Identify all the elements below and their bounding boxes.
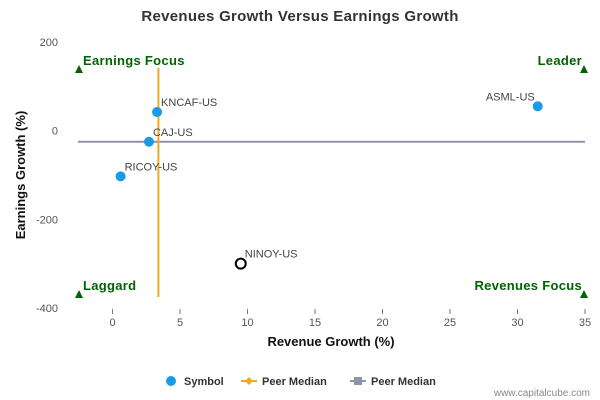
data-points: ASML-US KNCAF-US CAJ-US RICOY-US NINOY-US — [115, 91, 543, 270]
quadrant-label-top-left: Earnings Focus — [83, 53, 185, 68]
x-axis-title: Revenue Growth (%) — [267, 334, 394, 349]
legend-symbol-marker — [166, 376, 176, 386]
data-point-label: ASML-US — [486, 91, 535, 103]
quadrant-marker-bottom-right — [580, 290, 588, 298]
legend-label: Peer Median — [371, 376, 436, 388]
data-point — [152, 107, 163, 118]
data-point — [234, 257, 247, 270]
x-tick-label: 25 — [444, 317, 456, 329]
credit-text: www.capitalcube.com — [493, 388, 590, 399]
quadrant-label-bottom-right: Revenues Focus — [474, 278, 582, 293]
legend-diamond-marker — [245, 377, 253, 385]
data-point-label: RICOY-US — [125, 161, 178, 173]
quadrant-marker-bottom-left — [75, 290, 83, 298]
quadrant-label-top-right: Leader — [538, 53, 582, 68]
data-point — [115, 171, 126, 182]
quadrant-marker-top-right — [580, 65, 588, 73]
y-axis-ticks: 200 0 -200 -400 — [36, 37, 58, 315]
x-tick-label: 35 — [579, 317, 591, 329]
data-point — [532, 101, 543, 112]
x-tick-label: 5 — [177, 317, 183, 329]
x-tick-label: 30 — [511, 317, 523, 329]
quadrant-labels: Earnings Focus Leader Laggard Revenues Focu… — [75, 53, 588, 298]
legend-label: Symbol — [184, 376, 224, 388]
y-tick-label: 0 — [52, 126, 58, 138]
legend-label: Peer Median — [262, 376, 327, 388]
y-tick-label: -400 — [36, 303, 58, 315]
peer-median-lines — [78, 68, 585, 297]
x-tick-label: 15 — [309, 317, 321, 329]
data-point-label: CAJ-US — [153, 127, 193, 139]
x-tick-label: 10 — [241, 317, 253, 329]
data-point-label: NINOY-US — [245, 249, 298, 261]
chart-title: Revenues Growth Versus Earnings Growth — [141, 8, 458, 25]
quadrant-marker-top-left — [75, 65, 83, 73]
data-point — [143, 136, 154, 147]
data-point-label: KNCAF-US — [161, 97, 217, 109]
x-tick-label: 0 — [109, 317, 115, 329]
y-tick-label: 200 — [40, 37, 58, 49]
y-axis-title: Earnings Growth (%) — [13, 111, 28, 240]
legend-square-marker — [354, 377, 362, 385]
legend: Symbol Peer Median Peer Median — [166, 376, 436, 388]
y-tick-label: -200 — [36, 214, 58, 226]
x-axis-ticks: 0 5 10 15 20 25 30 35 — [109, 309, 591, 329]
x-tick-label: 20 — [376, 317, 388, 329]
quadrant-label-bottom-left: Laggard — [83, 278, 136, 293]
